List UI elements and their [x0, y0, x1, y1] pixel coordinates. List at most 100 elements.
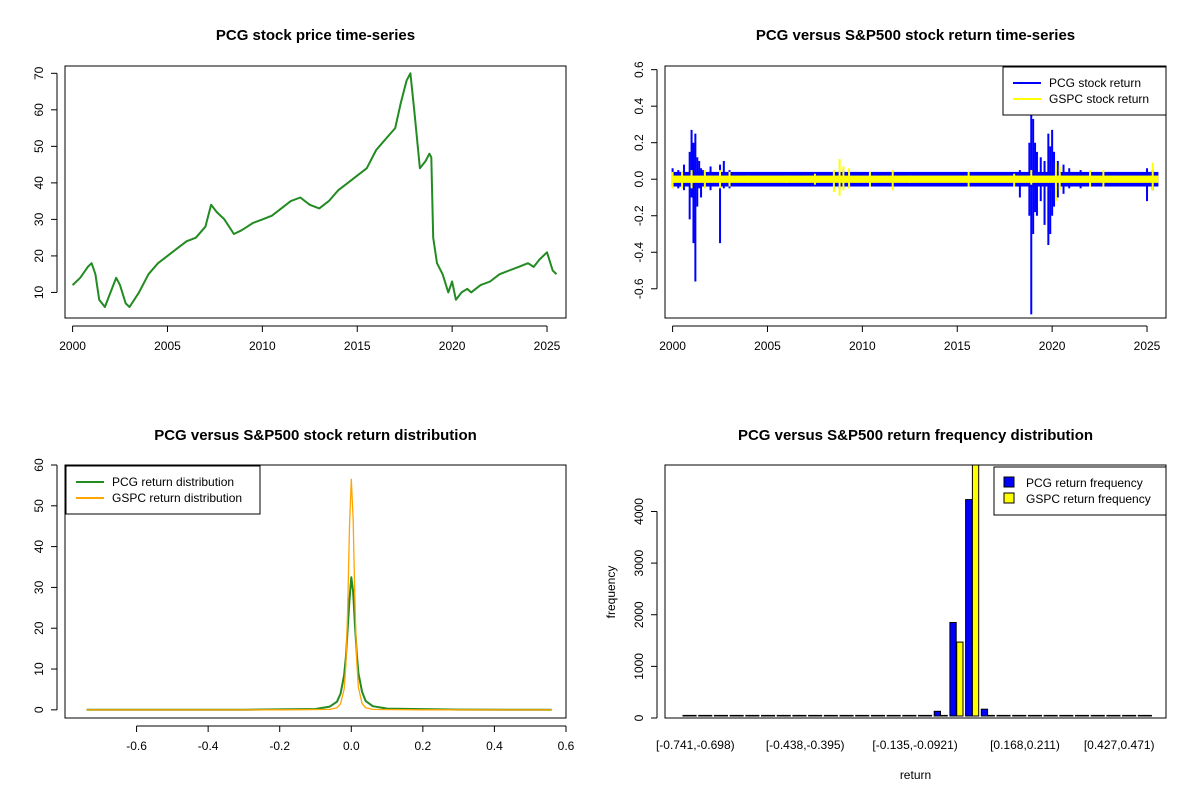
y-tick-label: 20 [32, 621, 46, 635]
chart-title: PCG versus S&P500 return frequency distr… [738, 427, 1093, 444]
hist-bar-gspc [720, 714, 729, 717]
hist-bar-gspc [940, 714, 948, 717]
y-tick-label: 40 [32, 176, 46, 190]
hist-bar-gspc [689, 714, 697, 717]
y-tick-label: 0.6 [632, 61, 646, 78]
hist-bar-gspc [1128, 714, 1137, 717]
hist-bar-gspc [877, 714, 886, 717]
panel-return-distribution: PCG versus S&P500 stock return distribut… [32, 427, 575, 753]
x-tick-label: 2020 [439, 339, 466, 353]
hist-bar-gspc [814, 714, 823, 717]
x-tick-label: [0.427,0.471) [1084, 738, 1155, 752]
hist-bar-pcg [745, 714, 753, 717]
hist-bar-gspc [767, 714, 776, 717]
y-tick-label: 3000 [632, 549, 646, 576]
panel-return-frequency: PCG versus S&P500 return frequency distr… [604, 427, 1167, 782]
density-line-pcg [86, 576, 552, 711]
y-tick-label: 60 [32, 458, 46, 472]
hist-bar-pcg [776, 714, 785, 717]
y-tick-label: 50 [32, 499, 46, 513]
x-tick-label: 2005 [154, 339, 181, 353]
plot-frame [664, 464, 1167, 719]
x-axis-title: return [900, 768, 931, 782]
x-tick-label: 0.2 [415, 739, 432, 753]
hist-bar-pcg [792, 714, 800, 717]
y-tick-label: 10 [32, 285, 46, 299]
legend-label: PCG stock return [1049, 76, 1141, 90]
hist-bar-gspc [752, 714, 760, 717]
legend-swatch [1003, 476, 1015, 488]
x-tick-label: [-0.438,-0.395) [766, 738, 845, 752]
hist-bar-pcg [902, 714, 910, 717]
hist-bar-gspc [1066, 714, 1074, 717]
y-tick-label: 2000 [632, 601, 646, 628]
y-tick-label: -0.4 [632, 242, 646, 263]
y-tick-label: 20 [32, 249, 46, 263]
hist-bar-gspc [956, 641, 964, 717]
x-tick-label: 0.6 [558, 739, 575, 753]
hist-bar-pcg [1106, 714, 1114, 717]
x-tick-label: 2010 [849, 339, 876, 353]
y-tick-label: 10 [32, 662, 46, 676]
hist-bar-pcg [870, 714, 879, 717]
y-tick-label: -0.6 [632, 278, 646, 299]
hist-bar-pcg [933, 710, 942, 717]
hist-bar-gspc [1034, 714, 1042, 717]
legend-label: GSPC return distribution [112, 491, 242, 505]
y-tick-label: 1000 [632, 653, 646, 680]
hist-bar-gspc [705, 714, 713, 717]
hist-bar-pcg [713, 714, 722, 717]
legend-box [65, 465, 261, 515]
legend-box [1002, 66, 1167, 116]
hist-bar-pcg [886, 714, 894, 717]
hist-bar-pcg [918, 714, 926, 717]
y-tick-label: 0.2 [632, 134, 646, 151]
y-tick-label: 0 [632, 714, 646, 721]
hist-bar-gspc [799, 714, 807, 717]
x-tick-label: 2015 [344, 339, 371, 353]
hist-bar-gspc [862, 714, 870, 717]
x-tick-label: [-0.741,-0.698) [656, 738, 735, 752]
hist-bar-gspc [893, 714, 901, 717]
hist-bar-gspc [924, 714, 933, 717]
density-line-gspc [86, 478, 552, 711]
x-tick-label: 2000 [59, 339, 86, 353]
hist-bar-pcg [980, 708, 989, 717]
hist-bar-gspc [1050, 714, 1058, 717]
plot-frame [64, 65, 567, 319]
hist-bar-gspc [736, 714, 744, 717]
hist-bar-gspc [971, 464, 980, 717]
hist-bar-gspc [783, 714, 791, 717]
hist-bar-gspc [830, 714, 838, 717]
y-tick-label: 60 [32, 103, 46, 117]
y-tick-label: 4000 [632, 498, 646, 525]
hist-bar-gspc [1081, 714, 1090, 717]
y-tick-label: 0.0 [632, 171, 646, 188]
series-line-pcg-price [71, 72, 558, 308]
hist-bar-gspc [1019, 714, 1027, 717]
hist-bar-pcg [1027, 714, 1036, 717]
y-tick-label: 0 [32, 706, 46, 713]
hist-bar-pcg [698, 714, 706, 717]
y-tick-label: 70 [32, 66, 46, 80]
hist-bar-pcg [1043, 714, 1051, 717]
chart-title: PCG versus S&P500 stock return distribut… [154, 427, 477, 444]
y-tick-label: 50 [32, 139, 46, 153]
hist-bar-gspc [1144, 714, 1152, 717]
y-tick-label: 30 [32, 580, 46, 594]
hist-bar-pcg [682, 714, 690, 717]
hist-bar-pcg [1090, 714, 1098, 717]
y-tick-label: 40 [32, 540, 46, 554]
plot-frame [64, 464, 567, 719]
x-tick-label: [-0.135,-0.0921) [872, 738, 957, 752]
hist-bar-pcg [855, 714, 863, 717]
chart-title: PCG versus S&P500 stock return time-seri… [756, 27, 1075, 44]
x-tick-label: 0.4 [486, 739, 503, 753]
hist-bar-pcg [839, 714, 847, 717]
hist-bar-pcg [996, 714, 1004, 717]
hist-bar-pcg [965, 499, 973, 717]
y-axis-title: frequency [604, 566, 618, 619]
hist-bar-gspc [987, 714, 995, 717]
